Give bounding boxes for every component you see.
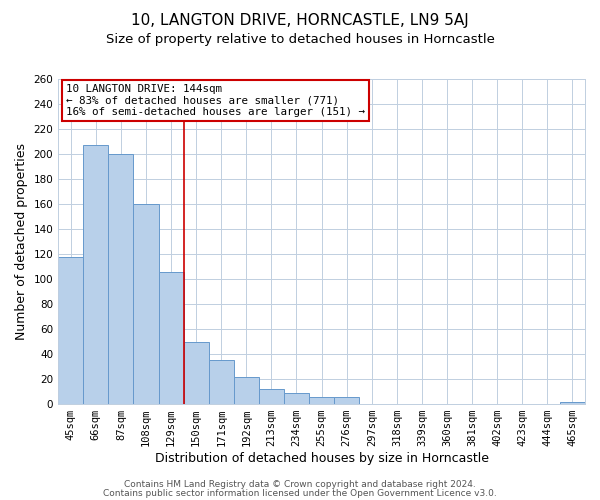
Bar: [133, 204, 158, 404]
Text: 10, LANGTON DRIVE, HORNCASTLE, LN9 5AJ: 10, LANGTON DRIVE, HORNCASTLE, LN9 5AJ: [131, 12, 469, 28]
Bar: [83, 146, 109, 404]
Bar: [58, 256, 83, 404]
Bar: [158, 272, 184, 404]
Text: Size of property relative to detached houses in Horncastle: Size of property relative to detached ho…: [106, 32, 494, 46]
Text: Contains HM Land Registry data © Crown copyright and database right 2024.: Contains HM Land Registry data © Crown c…: [124, 480, 476, 489]
Bar: [334, 396, 359, 404]
Bar: [209, 360, 234, 404]
Bar: [234, 376, 259, 404]
Bar: [184, 342, 209, 404]
Text: Contains public sector information licensed under the Open Government Licence v3: Contains public sector information licen…: [103, 488, 497, 498]
Bar: [284, 393, 309, 404]
Text: 10 LANGTON DRIVE: 144sqm
← 83% of detached houses are smaller (771)
16% of semi-: 10 LANGTON DRIVE: 144sqm ← 83% of detach…: [66, 84, 365, 117]
Bar: [109, 154, 133, 404]
X-axis label: Distribution of detached houses by size in Horncastle: Distribution of detached houses by size …: [155, 452, 488, 465]
Bar: [259, 389, 284, 404]
Bar: [309, 396, 334, 404]
Y-axis label: Number of detached properties: Number of detached properties: [15, 143, 28, 340]
Bar: [560, 402, 585, 404]
